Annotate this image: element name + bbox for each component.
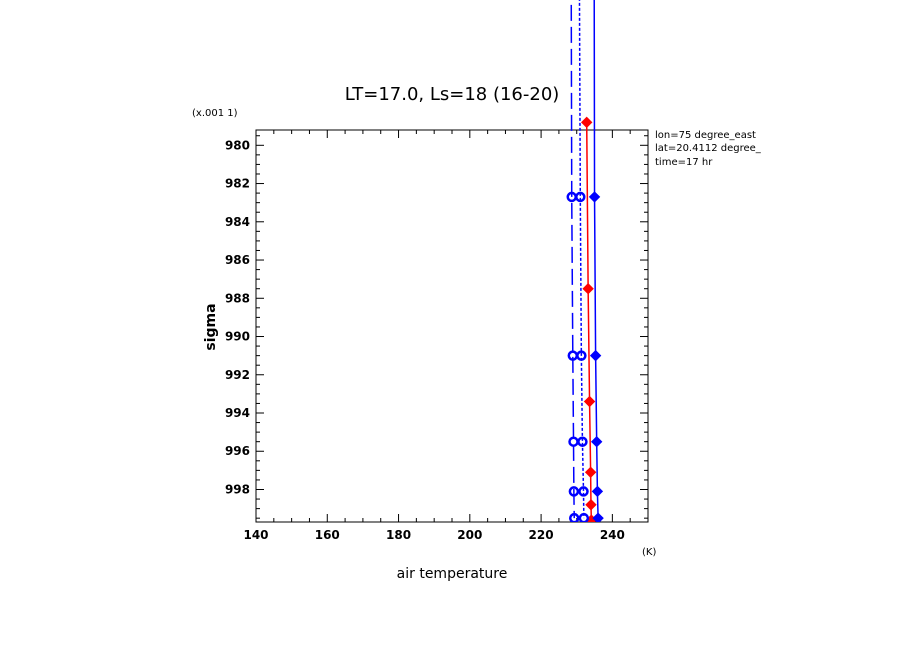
x-tick-label: 140 [243,528,268,542]
annotation-time: time=17 hr [655,157,713,168]
x-tick-label: 240 [600,528,625,542]
series-1-point [584,466,597,478]
x-axis-label: air temperature [397,566,508,582]
series-3-point [578,486,589,497]
series-3-point [576,350,587,361]
series-4-point [592,512,604,522]
annotation-lat: lat=20.4112 degree_ [655,143,762,154]
series-2-point [568,512,580,522]
chart-title: LT=17.0, Ls=18 (16-20) [345,84,560,105]
series-3-point [577,436,588,447]
axes: 140 160 180 200 220 240 980 982 984 986 988 990 992 9… [225,129,649,542]
series-3-line [578,0,585,519]
y-tick-label: 986 [225,253,250,267]
x-tick-label: 220 [529,528,554,542]
series-2-point [568,486,580,497]
series-2-point [567,350,579,361]
y-tick-label: 980 [225,138,250,152]
series-4-point [589,349,602,362]
y-axis-label: sigma [203,303,219,350]
series-4-point [590,435,603,448]
series-3-point [575,191,586,203]
series-1-point [585,499,597,511]
series-2-point [566,191,577,203]
series-4-point [591,485,604,498]
series-1-point [580,116,593,129]
series-4-point [588,191,601,203]
series-1-line [585,122,593,521]
series-2-point [568,436,579,447]
x-tick-label: 200 [457,528,482,542]
y-tick-label: 992 [225,368,250,382]
y-tick-label: 982 [225,177,250,191]
series-1-point [583,395,596,408]
x-tick-label: 160 [315,528,340,542]
y-tick-label: 996 [225,444,250,458]
y-tick-label: 988 [225,291,250,305]
series-layer [566,0,604,522]
y-unit-label: (x.001 1) [192,108,238,119]
y-tick-label: 994 [225,406,250,420]
series-2-line [570,0,575,519]
series-1-point [582,283,594,295]
y-tick-label: 984 [225,215,250,229]
y-tick-label: 990 [225,330,250,344]
y-tick-label: 998 [225,482,250,496]
x-tick-label: 180 [386,528,411,542]
x-unit-label: (K) [642,547,656,558]
series-3-point [578,512,590,522]
annotation-lon: lon=75 degree_east [655,130,756,141]
